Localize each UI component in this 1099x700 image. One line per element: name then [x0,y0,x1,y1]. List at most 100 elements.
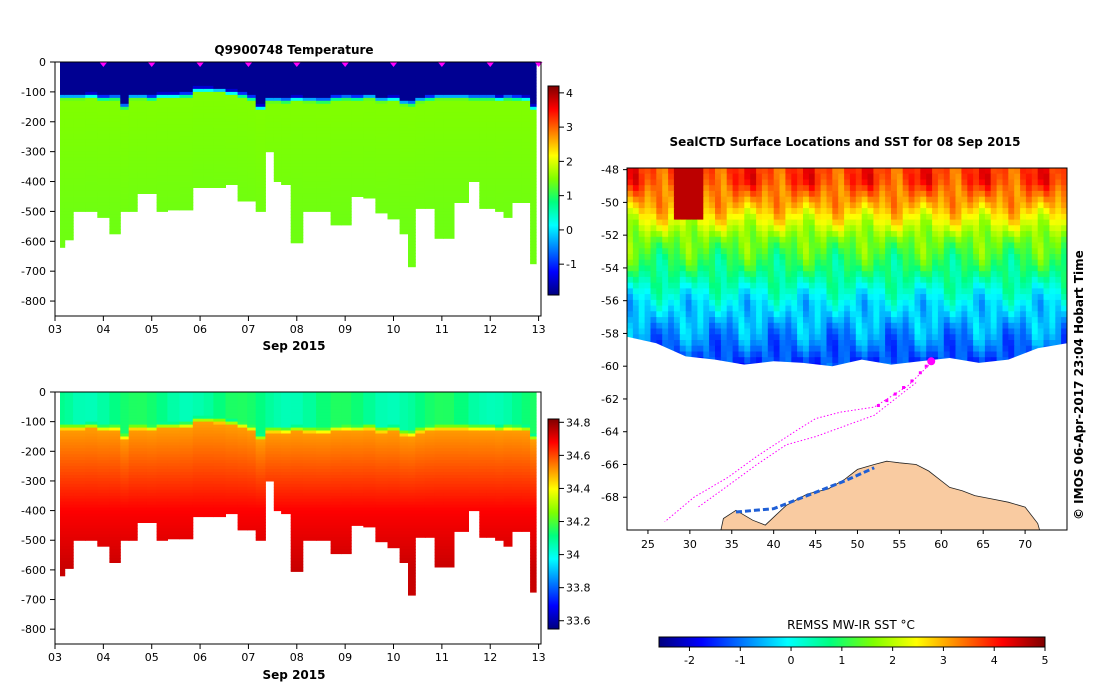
temperature-cell [146,94,158,99]
salinity-cell [351,403,364,408]
salinity-cell [363,492,376,497]
temperature-cell [434,121,444,126]
temperature-cell [316,136,332,141]
temperature-cell [273,94,282,99]
temperature-cell [290,94,304,99]
salinity-cell [424,483,436,488]
temperature-cell [521,79,531,84]
salinity-cell [330,516,342,520]
temperature-cell [512,127,523,132]
salinity-cell [316,534,332,538]
temperature-cell [273,172,282,177]
salinity-cell [408,522,416,526]
salinity-cell [454,475,469,479]
temperature-cell [156,68,168,72]
temperature-cell [503,106,513,111]
salinity-cell [281,421,292,426]
salinity-cell [290,525,304,529]
temperature-cell [290,139,304,144]
salinity-cell [408,489,416,494]
temperature-cell [128,196,138,200]
salinity-cell [64,466,74,470]
salinity-cell [375,540,388,543]
salinity-cell [203,454,214,458]
temperature-cell [495,124,505,129]
temperature-cell [167,88,180,93]
temperature-cell [109,184,121,188]
temperature-cell [434,220,444,224]
salinity-cell [479,412,488,417]
salinity-cell [237,507,248,512]
colorbar-tick-label: 34.4 [566,482,591,495]
temperature-cell [273,136,282,141]
salinity-cell [290,531,304,535]
salinity-cell [434,486,444,491]
temperature-cell [290,232,304,236]
salinity-cell [302,489,317,494]
salinity-cell [273,424,282,429]
temperature-cell [97,74,110,78]
temperature-cell [64,100,74,105]
x-tick-label: 07 [241,651,255,664]
temperature-cell [443,202,455,206]
salinity-cell [128,427,138,432]
temperature-cell [503,115,513,120]
salinity-cell [351,412,364,417]
salinity-cell [109,552,121,556]
salinity-cell [255,412,266,417]
salinity-cell [479,406,488,411]
temperature-cell [156,121,168,126]
temperature-cell [167,151,180,156]
salinity-cell [290,555,304,559]
salinity-cell [434,436,444,440]
salinity-cell [375,433,388,437]
temperature-cell [486,115,496,120]
temperature-cell [486,142,496,147]
salinity-cell [387,483,401,488]
temperature-cell [415,187,426,191]
x-tick-label: 09 [338,651,352,664]
temperature-cell [341,160,352,165]
temperature-cell [60,235,66,239]
salinity-cell [73,421,86,426]
temperature-cell [363,88,376,93]
temperature-cell [503,65,513,69]
temperature-cell [156,91,168,96]
temperature-cell [290,115,304,120]
temperature-cell [225,71,239,75]
temperature-cell [85,79,98,84]
salinity-cell [512,516,523,520]
sst-cell [720,168,728,175]
salinity-cell [192,495,205,500]
salinity-cell [255,501,266,506]
salinity-cell [128,445,138,449]
temperature-cell [415,74,426,78]
salinity-cell [375,483,388,488]
salinity-cell [179,454,194,458]
salinity-cell [351,463,364,467]
temperature-cell [281,139,292,144]
salinity-cell [203,510,214,515]
salinity-cell [530,552,537,556]
temperature-cell [60,220,66,224]
salinity-cell [503,504,513,509]
temperature-cell [179,187,194,191]
salinity-cell [330,525,342,529]
salinity-cell [443,495,455,500]
temperature-cell [167,62,180,66]
salinity-cell [192,409,205,414]
salinity-cell [530,483,537,488]
salinity-cell [316,472,332,476]
temperature-cell [73,85,86,90]
salinity-cell [503,469,513,473]
temperature-cell [302,91,317,96]
salinity-cell [415,436,426,440]
temperature-cell [468,74,480,78]
temperature-cell [281,94,292,99]
salinity-cell [341,516,352,520]
temperature-cell [341,169,352,174]
salinity-cell [302,483,317,488]
temperature-cell [512,85,523,90]
temperature-cell [179,82,194,87]
salinity-cell [179,492,194,497]
